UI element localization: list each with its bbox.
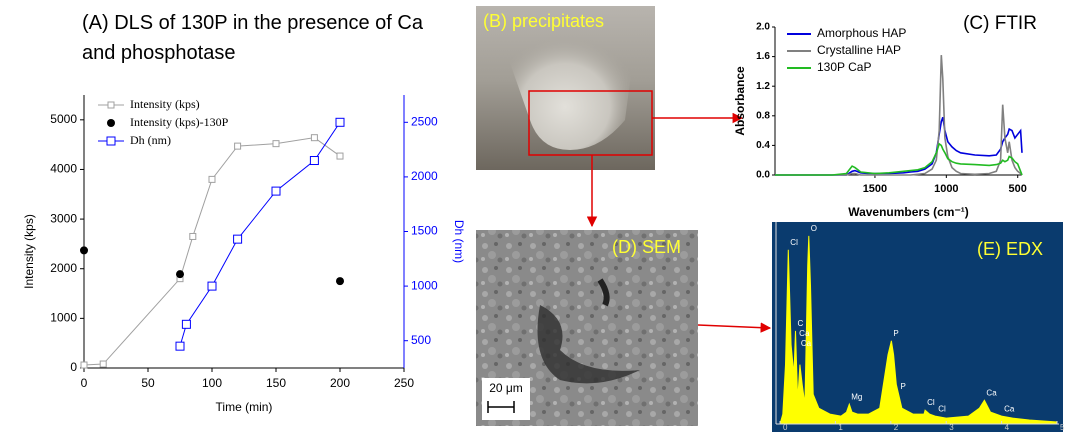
y-tick-label: 1.6 xyxy=(756,51,770,62)
x-axis-label: Wavenumbers (cm⁻¹) xyxy=(848,205,969,219)
peak-label: Cl xyxy=(938,404,946,413)
data-point xyxy=(80,361,88,369)
data-point xyxy=(181,319,191,329)
series-line xyxy=(179,122,341,347)
data-point xyxy=(176,270,184,279)
data-point xyxy=(189,232,197,240)
y2-tick-label: 500 xyxy=(411,333,431,347)
peak-label: Ca xyxy=(801,339,812,348)
y-tick-label: 5000 xyxy=(50,112,77,126)
data-point xyxy=(208,175,216,183)
data-point xyxy=(234,142,242,150)
arrows xyxy=(586,112,772,333)
x-tick-label: 500 xyxy=(1009,183,1027,195)
y2-tick-label: 2000 xyxy=(411,169,438,183)
legend-marker xyxy=(107,101,115,109)
chart-title: (C) FTIR xyxy=(963,13,1037,34)
legend-label: Intensity (kps) xyxy=(130,97,200,111)
data-point xyxy=(310,134,318,142)
data-point xyxy=(272,140,280,148)
y-tick-label: 4000 xyxy=(50,162,77,176)
peak-label: Ca xyxy=(1004,404,1015,413)
x-tick-label: 0 xyxy=(81,376,88,390)
image-label: (D) SEM xyxy=(612,237,681,257)
y-tick-label: 0.8 xyxy=(756,110,770,121)
x-tick-label: 250 xyxy=(394,376,414,390)
photo-precipitates: (B) precipitates xyxy=(476,6,655,170)
peak-label: Ca xyxy=(986,388,997,397)
peak-label: Cl xyxy=(790,238,798,247)
peak-label: P xyxy=(901,382,906,391)
legend-label: Dh (nm) xyxy=(130,133,171,147)
data-point xyxy=(309,156,319,166)
y-tick-label: 3000 xyxy=(50,211,77,225)
x-tick-label: 0 xyxy=(783,423,788,432)
legend-marker xyxy=(106,136,116,146)
legend-label: Crystalline HAP xyxy=(817,43,901,57)
data-point xyxy=(336,277,344,286)
series-line xyxy=(83,137,341,366)
legend-label: Intensity (kps)-130P xyxy=(130,115,229,129)
chart-title: (A) DLS of 130P in the presence of Ca an… xyxy=(82,12,423,64)
y-tick-label: 0.4 xyxy=(756,140,770,151)
chart-title: (E) EDX xyxy=(977,239,1043,259)
x-tick-label: 1500 xyxy=(863,183,887,195)
data-point xyxy=(175,341,185,351)
y2-tick-label: 2500 xyxy=(411,114,438,128)
x-tick-label: 3 xyxy=(949,423,954,432)
x-axis-label: Time (min) xyxy=(216,400,273,414)
x-tick-label: 4 xyxy=(1005,423,1010,432)
y-tick-label: 2.0 xyxy=(756,22,770,33)
photo-sem: 20 μm (D) SEM xyxy=(476,230,698,426)
series-line xyxy=(775,55,1023,176)
peak-label: Ca xyxy=(799,329,810,338)
series-line xyxy=(775,117,1023,176)
plot-background xyxy=(772,222,1063,432)
x-tick-label: 2 xyxy=(894,423,899,432)
x-tick-label: 200 xyxy=(330,376,350,390)
data-point xyxy=(207,281,217,291)
data-point xyxy=(233,234,243,244)
data-point xyxy=(335,117,345,127)
x-tick-label: 1 xyxy=(838,423,843,432)
x-tick-label: 1000 xyxy=(934,183,958,195)
data-point xyxy=(99,360,107,368)
peak-label: Cl xyxy=(927,398,935,407)
y2-tick-label: 1500 xyxy=(411,224,438,238)
scale-bar-label: 20 μm xyxy=(489,381,523,395)
image-label: (B) precipitates xyxy=(483,11,604,31)
y-tick-label: 1000 xyxy=(50,311,77,325)
y2-axis-label: Dh (nm) xyxy=(452,220,466,263)
y2-tick-label: 1000 xyxy=(411,278,438,292)
x-tick-label: 100 xyxy=(202,376,222,390)
peak-label: P xyxy=(893,329,898,338)
y-tick-label: 0 xyxy=(70,360,77,374)
spectrum-area xyxy=(779,235,1058,425)
y-tick-label: 1.2 xyxy=(756,81,770,92)
legend-marker xyxy=(107,119,115,127)
x-tick-label: 150 xyxy=(266,376,286,390)
data-point xyxy=(271,186,281,196)
data-point xyxy=(80,246,88,255)
legend-label: Amorphous HAP xyxy=(817,26,906,40)
peak-label: O xyxy=(811,224,817,233)
y-tick-label: 2000 xyxy=(50,261,77,275)
x-tick-label: 50 xyxy=(141,376,155,390)
y-axis-label: Intensity (kps) xyxy=(22,214,36,289)
peak-label: Mg xyxy=(851,392,862,401)
peak-label: C xyxy=(798,319,804,328)
data-point xyxy=(336,152,344,160)
legend-label: 130P CaP xyxy=(817,60,872,74)
y-axis-label: Absorbance xyxy=(733,66,747,136)
y-tick-label: 0.0 xyxy=(756,170,770,181)
x-tick-label: 5 xyxy=(1060,423,1065,432)
series-line xyxy=(775,142,1023,176)
